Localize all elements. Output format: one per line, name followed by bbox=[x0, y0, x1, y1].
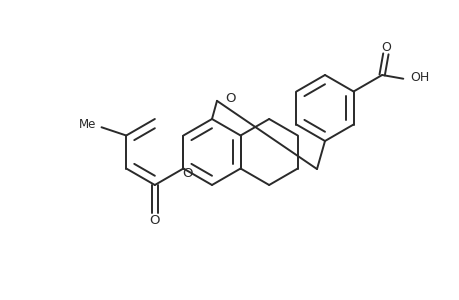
Text: O: O bbox=[224, 92, 235, 105]
Text: O: O bbox=[182, 167, 192, 180]
Text: O: O bbox=[149, 214, 160, 226]
Text: O: O bbox=[380, 41, 390, 54]
Text: OH: OH bbox=[409, 71, 428, 84]
Text: Me: Me bbox=[79, 118, 96, 131]
